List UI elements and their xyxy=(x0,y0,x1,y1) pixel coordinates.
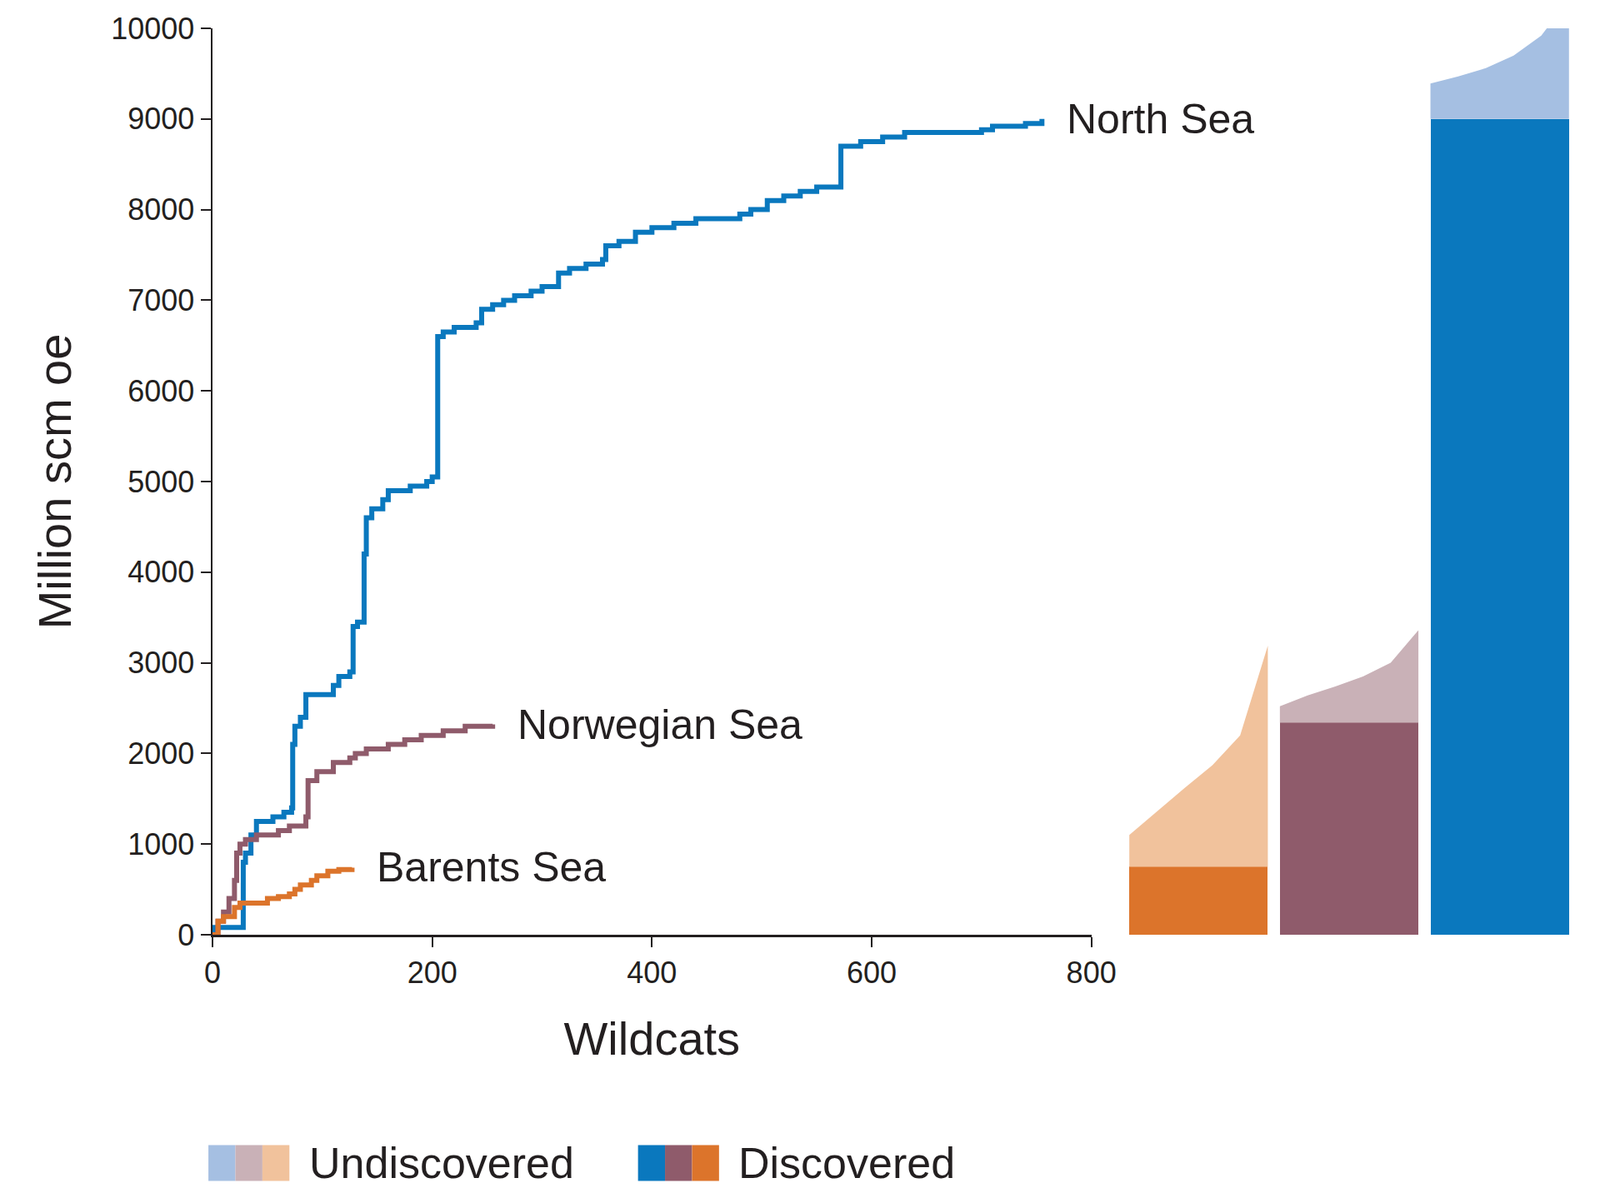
svg-text:2000: 2000 xyxy=(127,736,195,771)
svg-text:7000: 7000 xyxy=(127,283,195,318)
svg-text:Undiscovered: Undiscovered xyxy=(309,1139,575,1188)
svg-text:1000: 1000 xyxy=(127,827,195,862)
svg-text:3000: 3000 xyxy=(127,645,195,680)
svg-text:10000: 10000 xyxy=(110,11,195,46)
svg-text:Discovered: Discovered xyxy=(738,1139,955,1188)
svg-text:North Sea: North Sea xyxy=(1066,95,1255,143)
svg-text:6000: 6000 xyxy=(127,374,195,409)
svg-text:8000: 8000 xyxy=(127,192,195,227)
svg-text:9000: 9000 xyxy=(127,101,195,136)
svg-text:Norwegian Sea: Norwegian Sea xyxy=(517,701,803,749)
svg-text:Wildcats: Wildcats xyxy=(564,1012,741,1065)
svg-text:Barents Sea: Barents Sea xyxy=(376,844,606,891)
svg-text:0: 0 xyxy=(177,918,195,953)
svg-text:200: 200 xyxy=(407,955,458,990)
svg-text:4000: 4000 xyxy=(127,555,195,590)
svg-text:800: 800 xyxy=(1066,955,1117,990)
svg-text:600: 600 xyxy=(846,955,897,990)
svg-text:0: 0 xyxy=(204,955,221,990)
svg-text:400: 400 xyxy=(626,955,677,990)
svg-text:Million scm oe: Million scm oe xyxy=(28,334,81,630)
svg-text:5000: 5000 xyxy=(127,465,195,500)
